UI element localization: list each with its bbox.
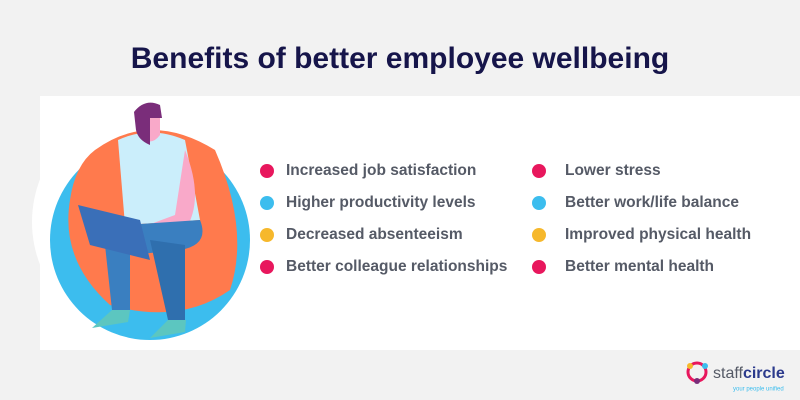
bullet	[532, 196, 546, 210]
illustration	[32, 102, 268, 340]
shoe	[150, 320, 186, 338]
title: Benefits of better employee wellbeing	[131, 42, 669, 75]
logo: staffcircle your people unified	[686, 361, 785, 393]
bullet	[532, 228, 546, 242]
laptop	[78, 205, 150, 260]
bullet	[532, 164, 546, 178]
shoe	[92, 310, 130, 328]
logo-dot	[687, 363, 693, 369]
arm	[148, 150, 195, 240]
benefit-text: Higher productivity levels	[286, 194, 476, 211]
bullet	[260, 164, 274, 178]
hair	[134, 102, 162, 145]
logo-name: staffcircle	[713, 365, 785, 382]
leg	[150, 240, 185, 320]
benefit-text: Improved physical health	[565, 226, 751, 243]
bullet	[260, 196, 274, 210]
benefit-text: Decreased absenteeism	[286, 226, 463, 243]
bullet	[532, 260, 546, 274]
bullet	[260, 228, 274, 242]
benefit-text: Better colleague relationships	[286, 258, 507, 275]
logo-tagline: your people unified	[733, 387, 784, 393]
bullet	[260, 260, 274, 274]
benefit-text: Lower stress	[565, 162, 661, 179]
benefit-text: Better mental health	[565, 258, 714, 275]
benefit-text: Better work/life balance	[565, 194, 739, 211]
benefit-text: Increased job satisfaction	[286, 162, 476, 179]
logo-name-end: circle	[743, 365, 785, 382]
logo-name-start: staff	[713, 365, 744, 382]
logo-dot	[694, 378, 700, 384]
logo-dot	[702, 363, 708, 369]
